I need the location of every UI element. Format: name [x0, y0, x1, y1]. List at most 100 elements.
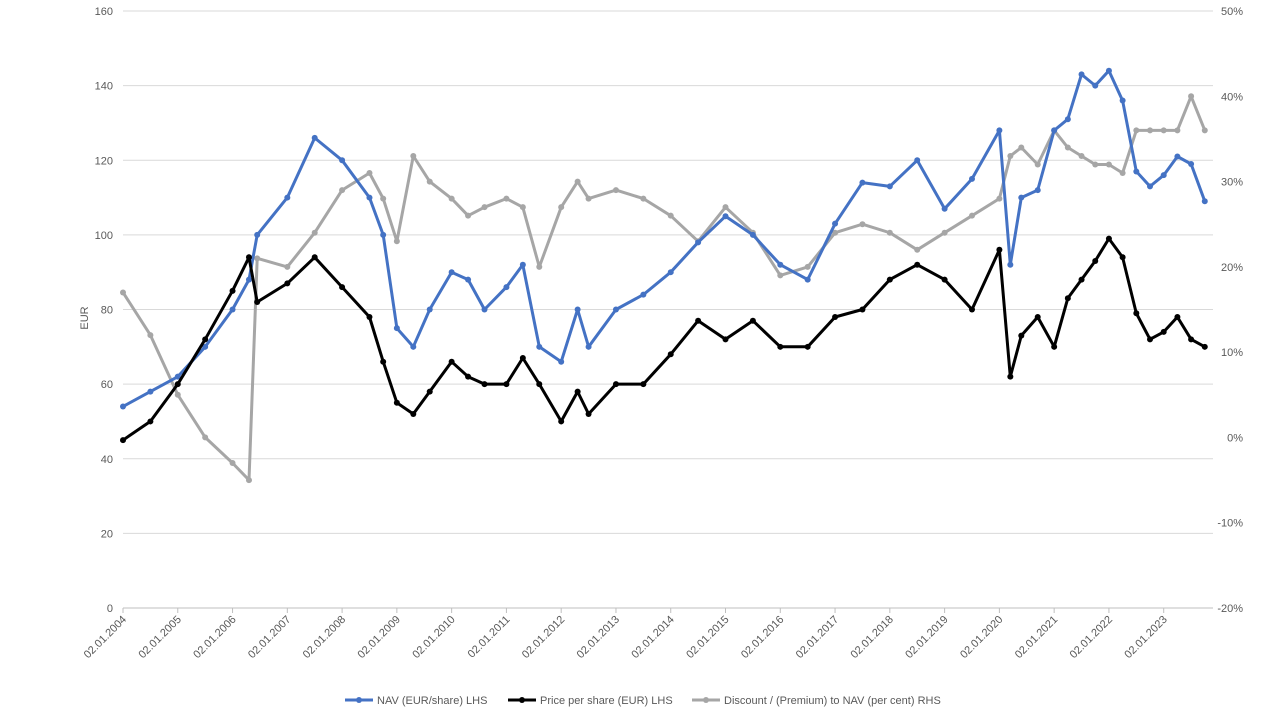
legend-label: Discount / (Premium) to NAV (per cent) R…	[724, 695, 941, 707]
data-point	[914, 261, 921, 268]
data-point	[777, 343, 784, 350]
y2-tick-label: 0%	[1227, 432, 1243, 444]
data-point	[393, 399, 400, 406]
data-point	[380, 195, 387, 202]
data-point	[202, 343, 209, 350]
data-point	[448, 269, 455, 276]
x-tick-label: 02.01.2010	[410, 614, 457, 661]
y2-tick-label: 50%	[1221, 6, 1243, 18]
data-point	[410, 410, 417, 417]
y2-tick-label: 40%	[1221, 91, 1243, 103]
x-tick-label: 02.01.2004	[82, 614, 129, 661]
data-point	[1064, 295, 1071, 302]
data-point	[1105, 161, 1112, 168]
x-tick-label: 02.01.2014	[629, 614, 676, 661]
data-point	[120, 403, 126, 410]
data-point	[1064, 116, 1071, 123]
data-point	[612, 306, 619, 313]
data-point	[804, 343, 811, 350]
data-point	[1034, 313, 1041, 320]
data-point	[229, 306, 236, 313]
data-point	[1201, 343, 1208, 350]
data-point	[667, 351, 674, 358]
data-point	[536, 343, 543, 350]
data-point	[996, 195, 1003, 202]
data-point	[1078, 152, 1085, 159]
legend-swatch-marker	[519, 697, 525, 703]
data-point	[1007, 152, 1014, 159]
data-point	[465, 373, 472, 380]
series-line	[122, 237, 1206, 442]
data-point	[202, 336, 209, 343]
y-axis-title: EUR	[79, 306, 91, 329]
data-point	[749, 317, 756, 324]
y-tick-label: 120	[95, 155, 113, 167]
data-point	[914, 246, 921, 253]
x-tick-label: 02.01.2009	[356, 614, 403, 661]
data-point	[1051, 343, 1058, 350]
data-point	[229, 287, 236, 294]
data-point	[558, 358, 565, 365]
data-point	[859, 221, 866, 228]
data-point	[254, 231, 261, 238]
data-point	[1007, 261, 1014, 268]
x-tick-label: 02.01.2006	[191, 614, 238, 661]
data-point	[519, 261, 526, 268]
data-point	[667, 269, 674, 276]
data-point	[574, 306, 581, 313]
y2-tick-label: -20%	[1217, 603, 1243, 615]
data-point	[1092, 161, 1099, 168]
data-point	[229, 460, 236, 467]
y-tick-label: 140	[95, 81, 113, 93]
data-point	[968, 175, 975, 182]
data-point	[481, 306, 488, 313]
data-point	[640, 381, 647, 388]
legend-swatch-marker	[703, 697, 709, 703]
series-line	[121, 94, 1207, 482]
data-point	[968, 306, 975, 313]
data-point	[574, 388, 581, 395]
data-point	[886, 183, 893, 190]
data-point	[1119, 97, 1126, 104]
data-point	[1034, 187, 1041, 194]
x-tick-label: 02.01.2011	[466, 614, 513, 661]
data-point	[254, 299, 261, 306]
data-point	[1092, 257, 1099, 264]
data-point	[254, 255, 261, 262]
data-point	[1105, 235, 1112, 242]
data-point	[722, 336, 729, 343]
y2-tick-label: -10%	[1217, 518, 1243, 530]
x-tick-label: 02.01.2005	[136, 614, 183, 661]
data-point	[245, 276, 252, 283]
y-tick-label: 0	[107, 603, 113, 615]
x-tick-label: 02.01.2019	[903, 614, 950, 661]
data-point	[832, 229, 839, 236]
data-point	[1078, 276, 1085, 283]
x-tick-label: 02.01.2015	[684, 614, 731, 661]
data-point	[519, 355, 526, 362]
data-point	[174, 373, 181, 380]
data-point	[245, 477, 252, 484]
y2-tick-label: 20%	[1221, 262, 1243, 274]
data-point	[667, 212, 674, 219]
data-point	[410, 343, 417, 350]
x-tick-label: 02.01.2023	[1122, 614, 1169, 661]
data-point	[1092, 82, 1099, 89]
x-tick-label: 02.01.2013	[575, 614, 622, 661]
data-point	[695, 317, 702, 324]
legend-swatch-marker	[356, 697, 362, 703]
data-point	[1064, 144, 1071, 151]
data-point	[536, 381, 543, 388]
data-point	[245, 254, 252, 261]
data-point	[503, 284, 510, 291]
data-point	[147, 388, 154, 395]
data-point	[574, 178, 581, 185]
data-point	[804, 263, 811, 270]
series-2	[120, 93, 1208, 484]
y2-tick-label: 10%	[1221, 347, 1243, 359]
data-point	[968, 212, 975, 219]
data-point	[612, 187, 619, 194]
data-point	[366, 194, 373, 201]
series-1	[120, 235, 1208, 444]
data-point	[147, 332, 154, 339]
